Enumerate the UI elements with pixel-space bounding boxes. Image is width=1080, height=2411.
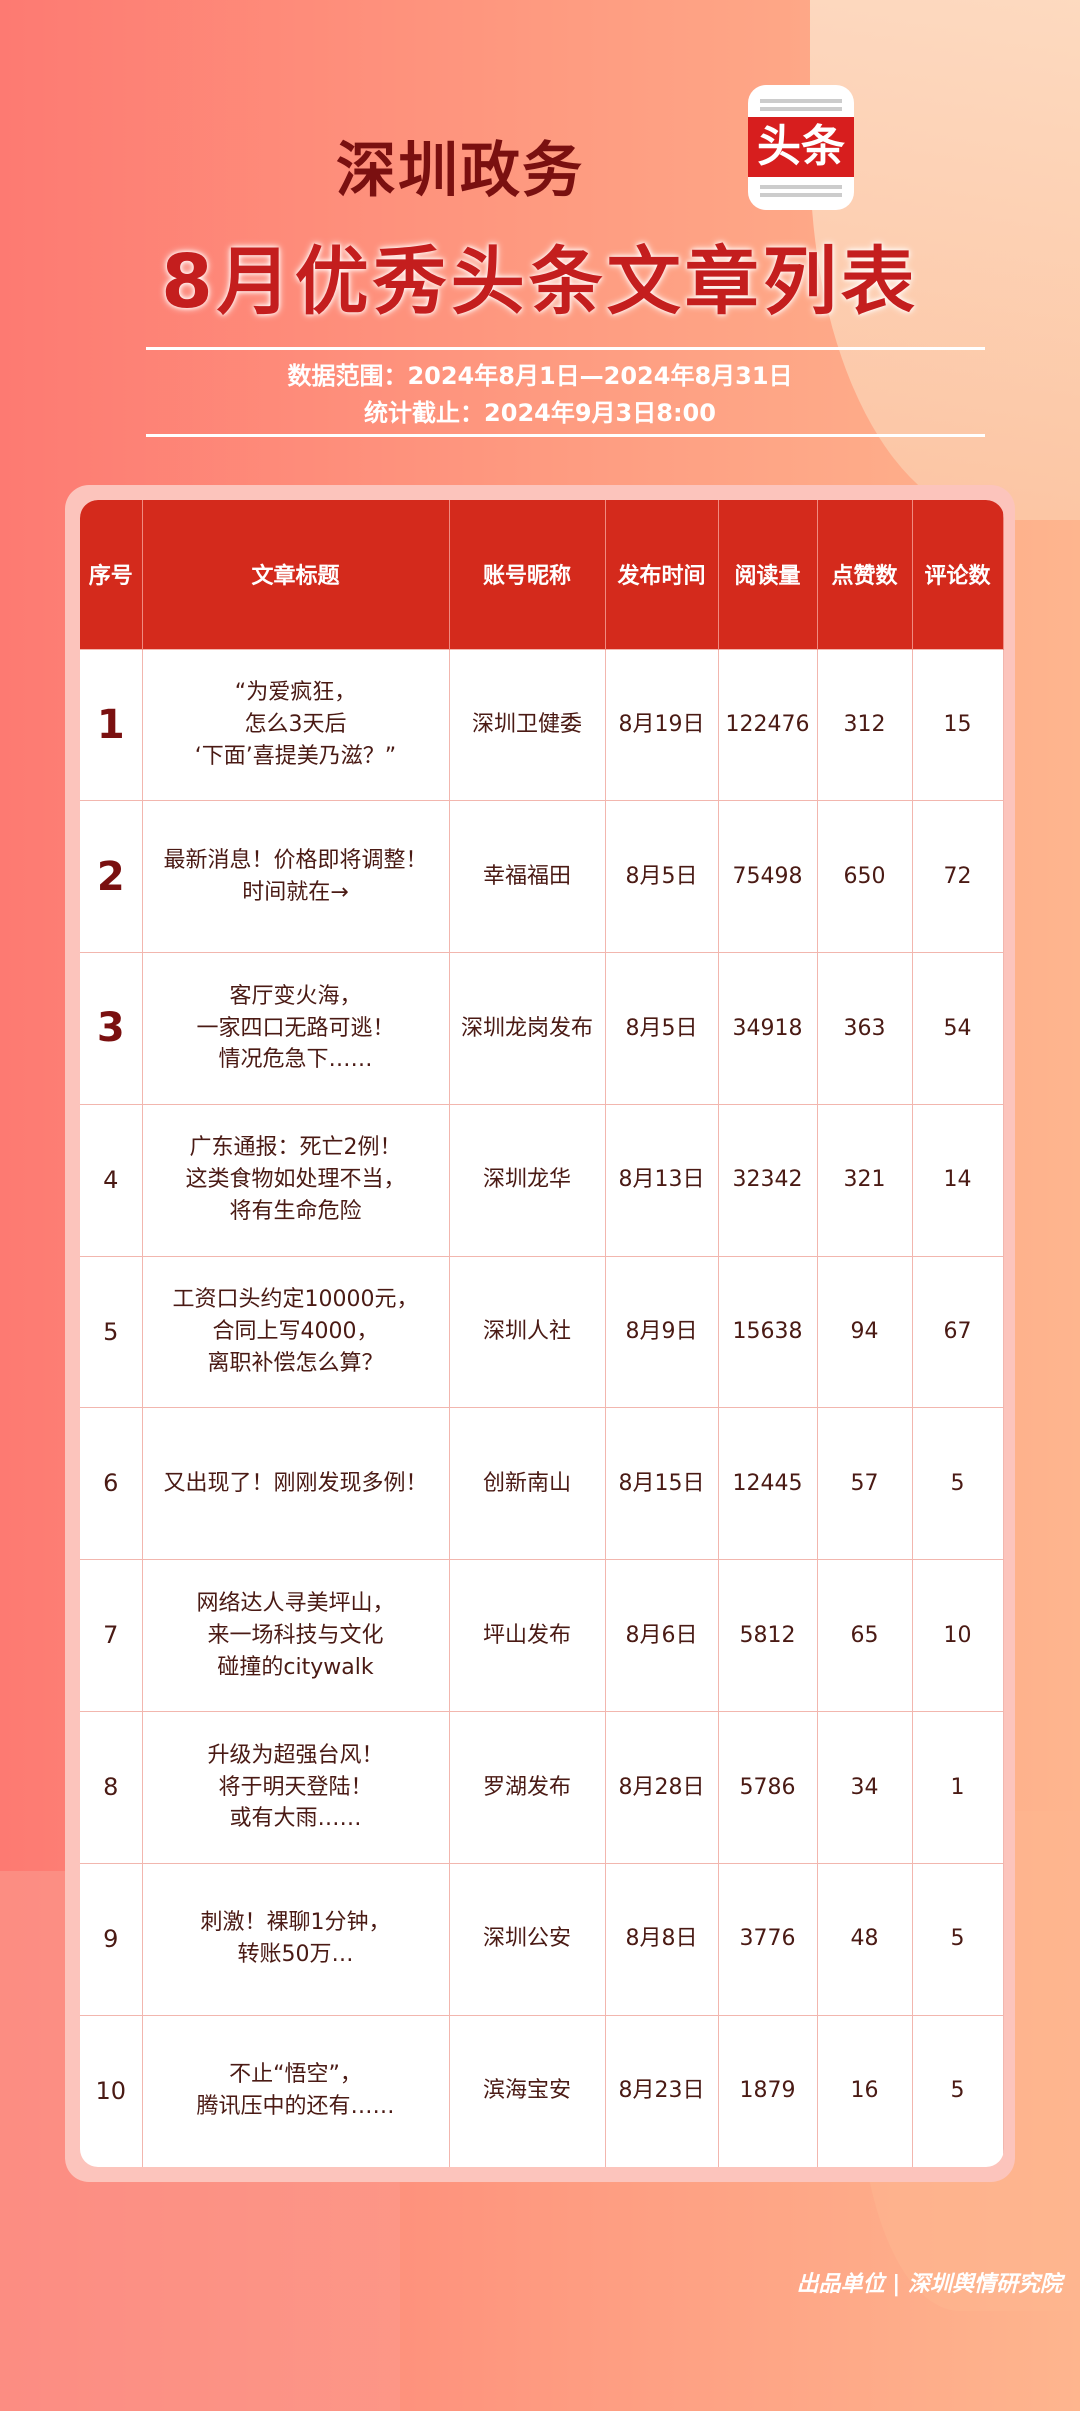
footer-credit: 出品单位 | 深圳舆情研究院 [796,2272,1062,2297]
column-header: 文章标题 [142,500,450,649]
table-row: 9 刺激！裸聊1分钟， 转账50万… 深圳公安 8月8日 3776 48 5 [80,1862,1004,2016]
cell-title: 刺激！裸聊1分钟， 转账50万… [142,1862,450,2016]
cell-reads: 34918 [718,952,818,1105]
cell-account: 深圳人社 [449,1255,606,1408]
cell-likes: 94 [817,1255,913,1408]
cell-date: 8月8日 [605,1862,719,2016]
cell-likes: 34 [817,1711,913,1864]
cell-date: 8月13日 [605,1103,719,1257]
cell-comments: 5 [912,1407,1004,1560]
cell-likes: 321 [817,1103,913,1257]
column-header: 序号 [80,500,143,649]
table-row: 4 广东通报：死亡2例！ 这类食物如处理不当， 将有生命危险 深圳龙华 8月13日 32… [80,1103,1004,1257]
cell-comments: 5 [912,1862,1004,2016]
cell-title: 不止“悟空”， 腾讯压中的还有…… [142,2014,450,2167]
cell-date: 8月5日 [605,800,719,953]
cell-reads: 122476 [718,648,818,801]
cell-comments: 72 [912,800,1004,953]
cell-date: 8月6日 [605,1559,719,1712]
table-row: 2 最新消息！价格即将调整！ 时间就在→ 幸福福田 8月5日 75498 650 72 [80,800,1004,953]
cell-account: 滨海宝安 [449,2014,606,2167]
cell-title: 广东通报：死亡2例！ 这类食物如处理不当， 将有生命危险 [142,1103,450,1257]
column-header: 评论数 [912,500,1004,649]
cell-reads: 12445 [718,1407,818,1560]
cell-comments: 15 [912,648,1004,801]
cell-title: 客厅变火海， 一家四口无路可逃！ 情况危急下…… [142,952,450,1105]
table-row: 6 又出现了！刚刚发现多例！ 创新南山 8月15日 12445 57 5 [80,1407,1004,1560]
cell-title: 升级为超强台风！ 将于明天登陆！ 或有大雨…… [142,1711,450,1864]
table-row: 5 工资口头约定10000元， 合同上写4000， 离职补偿怎么算？ 深圳人社 8月9… [80,1255,1004,1408]
page-title: 8月优秀头条文章列表 [161,239,919,325]
cell-title: 又出现了！刚刚发现多例！ [142,1407,450,1560]
cell-reads: 15638 [718,1255,818,1408]
cell-rank: 5 [80,1255,143,1408]
table-row: 3 客厅变火海， 一家四口无路可逃！ 情况危急下…… 深圳龙岗发布 8月5日 34918… [80,952,1004,1105]
cell-likes: 65 [817,1559,913,1712]
cell-rank: 6 [80,1407,143,1560]
cell-account: 深圳龙岗发布 [449,952,606,1105]
cell-reads: 5812 [718,1559,818,1712]
column-header: 点赞数 [817,500,913,649]
cutoff-time: 统计截止：2024年9月3日8:00 [364,399,716,427]
cell-comments: 14 [912,1103,1004,1257]
cell-reads: 1879 [718,2014,818,2167]
cell-account: 创新南山 [449,1407,606,1560]
cell-date: 8月28日 [605,1711,719,1864]
data-range: 数据范围：2024年8月1日—2024年8月31日 [287,362,793,390]
cell-reads: 5786 [718,1711,818,1864]
cell-title: 工资口头约定10000元， 合同上写4000， 离职补偿怎么算？ [142,1255,450,1408]
cell-likes: 57 [817,1407,913,1560]
cell-date: 8月15日 [605,1407,719,1560]
cell-rank: 9 [80,1862,143,2016]
cell-comments: 67 [912,1255,1004,1408]
cell-comments: 10 [912,1559,1004,1712]
cell-account: 深圳卫健委 [449,648,606,801]
table-row: 1 “为爱疯狂， 怎么3天后 ‘下面’喜提美乃滋？” 深圳卫健委 8月19日 12247… [80,648,1004,801]
cell-date: 8月19日 [605,648,719,801]
cell-comments: 5 [912,2014,1004,2167]
cell-account: 深圳公安 [449,1862,606,2016]
table-row: 8 升级为超强台风！ 将于明天登陆！ 或有大雨…… 罗湖发布 8月28日 5786 34 1 [80,1711,1004,1864]
cell-rank: 8 [80,1711,143,1864]
cell-reads: 3776 [718,1862,818,2016]
cell-comments: 54 [912,952,1004,1105]
cell-account: 幸福福田 [449,800,606,953]
cell-reads: 75498 [718,800,818,953]
cell-likes: 48 [817,1862,913,2016]
cell-likes: 16 [817,2014,913,2167]
cell-likes: 363 [817,952,913,1105]
divider [146,347,985,350]
cell-rank: 2 [80,800,143,953]
cell-rank: 3 [80,952,143,1105]
cell-rank: 10 [80,2014,143,2167]
column-header: 发布时间 [605,500,719,649]
cell-rank: 7 [80,1559,143,1712]
cell-title: 网络达人寻美坪山， 来一场科技与文化 碰撞的citywalk [142,1559,450,1712]
table-row: 7 网络达人寻美坪山， 来一场科技与文化 碰撞的citywalk 坪山发布 8月6日 5… [80,1559,1004,1712]
cell-rank: 4 [80,1103,143,1257]
cell-title: “为爱疯狂， 怎么3天后 ‘下面’喜提美乃滋？” [142,648,450,801]
cell-account: 坪山发布 [449,1559,606,1712]
cell-likes: 650 [817,800,913,953]
articles-table: 序号 文章标题 账号昵称 发布时间 阅读量 点赞数 评论数 1 “为爱疯狂， 怎么3天后 ‘下… [80,500,1004,2167]
cell-account: 罗湖发布 [449,1711,606,1864]
cell-likes: 312 [817,648,913,801]
column-header: 阅读量 [718,500,818,649]
column-header: 账号昵称 [449,500,606,649]
table-row: 10 不止“悟空”， 腾讯压中的还有…… 滨海宝安 8月23日 1879 16 5 [80,2014,1004,2167]
cell-reads: 32342 [718,1103,818,1257]
cell-account: 深圳龙华 [449,1103,606,1257]
cell-title: 最新消息！价格即将调整！ 时间就在→ [142,800,450,953]
toutiao-logo-icon: 头条 [748,85,854,210]
cell-date: 8月23日 [605,2014,719,2167]
cell-date: 8月9日 [605,1255,719,1408]
cell-rank: 1 [80,648,143,801]
divider [146,434,985,437]
brand-title: 深圳政务 [336,136,584,206]
cell-date: 8月5日 [605,952,719,1105]
cell-comments: 1 [912,1711,1004,1864]
